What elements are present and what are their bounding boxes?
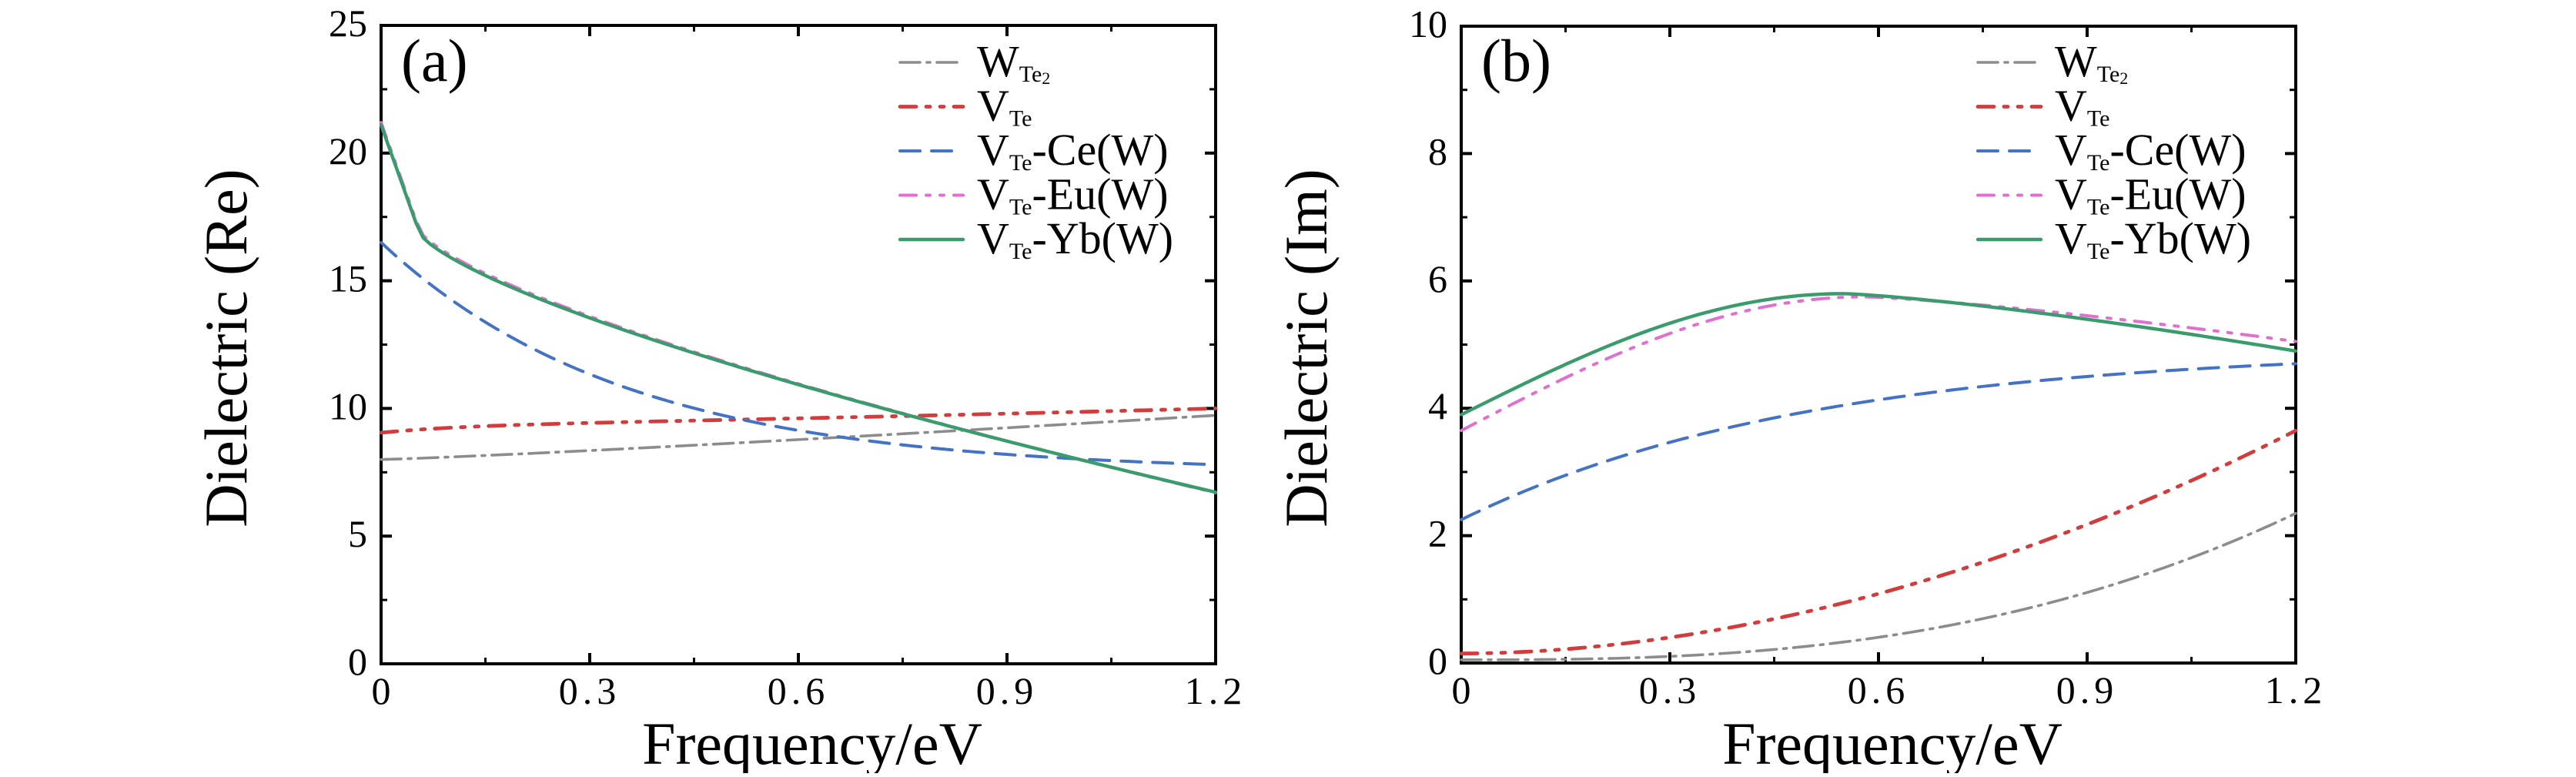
svg-text:10: 10	[1409, 2, 1447, 45]
svg-text:0.9: 0.9	[2056, 668, 2119, 712]
svg-text:15: 15	[329, 257, 367, 300]
svg-text:0.3: 0.3	[559, 669, 621, 712]
svg-text:Dielectric (Im): Dielectric (Im)	[1273, 169, 1340, 527]
svg-text:1.2: 1.2	[1185, 669, 1247, 712]
svg-text:8: 8	[1428, 129, 1447, 172]
svg-text:(a): (a)	[401, 27, 468, 94]
svg-text:Dielectric (Re): Dielectric (Re)	[192, 169, 259, 527]
svg-text:(b): (b)	[1481, 27, 1551, 94]
svg-text:2: 2	[1428, 512, 1447, 555]
svg-text:0: 0	[348, 640, 367, 683]
svg-text:VTe-Ce(W): VTe-Ce(W)	[977, 125, 1169, 176]
svg-text:Frequency/eV: Frequency/eV	[1722, 710, 2062, 773]
svg-text:0.3: 0.3	[1639, 668, 1701, 712]
svg-text:VTe-Eu(W): VTe-Eu(W)	[977, 169, 1169, 220]
svg-text:VTe-Yb(W): VTe-Yb(W)	[977, 213, 1173, 264]
svg-text:10: 10	[329, 384, 367, 427]
svg-text:0: 0	[1428, 639, 1447, 682]
svg-text:25: 25	[329, 2, 367, 45]
svg-text:0: 0	[1452, 668, 1471, 712]
svg-text:5: 5	[348, 512, 367, 555]
svg-text:1.2: 1.2	[2265, 668, 2327, 712]
svg-text:VTe-Eu(W): VTe-Eu(W)	[2055, 169, 2246, 220]
svg-text:0.6: 0.6	[768, 669, 830, 712]
svg-text:20: 20	[329, 129, 367, 172]
svg-text:0.6: 0.6	[1848, 668, 1910, 712]
svg-text:Frequency/eV: Frequency/eV	[642, 710, 982, 773]
svg-text:0: 0	[372, 669, 391, 712]
svg-text:6: 6	[1428, 257, 1447, 300]
svg-text:4: 4	[1428, 384, 1447, 427]
svg-text:0.9: 0.9	[976, 669, 1039, 712]
svg-text:VTe-Ce(W): VTe-Ce(W)	[2055, 125, 2246, 176]
svg-text:VTe-Yb(W): VTe-Yb(W)	[2055, 213, 2251, 264]
